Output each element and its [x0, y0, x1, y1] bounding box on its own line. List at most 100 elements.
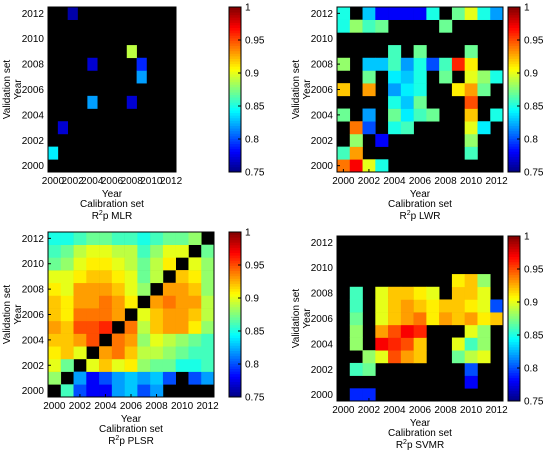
colorbar-segment — [508, 130, 520, 134]
heatmap-cell — [426, 7, 440, 20]
heatmap-cell — [86, 384, 100, 398]
colorbar-segment — [229, 268, 241, 272]
colorbar-segment — [508, 326, 520, 330]
heatmap-cell — [175, 308, 189, 322]
colorbar-tick-label: 1 — [245, 3, 251, 14]
heatmap-cell — [99, 371, 113, 385]
heatmap-cell — [60, 358, 74, 372]
y-axis-label: Validation set — [291, 289, 302, 349]
heatmap-cell — [162, 308, 176, 322]
colorbar-segment — [508, 254, 520, 258]
colorbar-segment — [229, 27, 241, 31]
heatmap-cell — [86, 320, 100, 334]
colorbar-segment — [229, 273, 241, 277]
heatmap-cell — [400, 57, 414, 71]
colorbar-segment — [508, 92, 520, 96]
heatmap-cell — [349, 19, 363, 33]
colorbar-segment — [508, 135, 520, 139]
colorbar-segment — [229, 389, 241, 393]
heatmap-cell — [400, 324, 414, 338]
colorbar-segment — [508, 284, 520, 288]
colorbar-segment — [508, 12, 520, 16]
heatmap-cell — [490, 312, 504, 326]
colorbar-segment — [508, 68, 520, 72]
heatmap-cell — [48, 257, 62, 271]
colorbar-segment — [229, 322, 241, 326]
heatmap-cell — [464, 70, 478, 84]
heatmap-cell — [73, 308, 87, 322]
colorbar-segment — [508, 336, 520, 340]
heatmap-cell — [124, 333, 138, 347]
y-tick-label: 2012 — [311, 9, 334, 20]
heatmap-cell — [349, 159, 363, 173]
colorbar-frame — [507, 235, 521, 402]
heatmap-cell — [111, 384, 125, 398]
colorbar-segment — [508, 352, 520, 355]
x-tick-label: 2002 — [69, 401, 92, 412]
colorbar-segment — [508, 395, 520, 399]
heatmap-cell — [86, 244, 100, 258]
heatmap-cell — [477, 70, 491, 84]
heatmap-cell — [451, 83, 465, 97]
colorbar-segment — [229, 242, 241, 246]
colorbar-segment — [229, 314, 241, 318]
heatmap-cell — [111, 358, 125, 372]
heatmap-cell — [60, 333, 74, 347]
colorbar-segment — [229, 301, 241, 305]
heatmap-cell — [188, 358, 202, 372]
panel-caption: R2p MLR — [92, 210, 133, 222]
colorbar-segment — [508, 287, 520, 291]
colorbar-segment — [508, 53, 520, 57]
heatmap-cell — [188, 270, 202, 284]
colorbar-segment — [229, 58, 241, 62]
heatmap-cell — [175, 270, 189, 284]
method-name: SVMR — [413, 440, 445, 451]
heatmap-cell — [124, 282, 138, 296]
heatmap-cell — [426, 286, 440, 300]
heatmap-cell — [162, 257, 176, 271]
colorbar-segment — [508, 112, 520, 116]
colorbar-segment — [508, 292, 520, 296]
colorbar-segment — [229, 79, 241, 83]
heatmap-cell — [413, 83, 427, 97]
heatmap-cell — [111, 270, 125, 284]
colorbar-segment — [229, 324, 241, 328]
colorbar-segment — [229, 151, 241, 155]
colorbar-segment — [229, 7, 241, 10]
colorbar-segment — [508, 107, 520, 111]
plot-background — [48, 7, 176, 172]
colorbar-segment — [229, 86, 241, 90]
colorbar-segment — [229, 117, 241, 121]
heatmap-cell — [137, 282, 151, 296]
heatmap-cell — [464, 108, 478, 122]
heatmap-cell — [60, 295, 74, 309]
heatmap-cell — [73, 244, 87, 258]
heatmap-cell — [201, 270, 215, 284]
colorbar-segment — [508, 241, 520, 245]
colorbar-segment — [229, 102, 241, 106]
heatmap-cell — [201, 244, 215, 258]
colorbar-segment — [229, 55, 241, 59]
colorbar-segment — [508, 305, 520, 309]
colorbar-segment — [508, 89, 520, 93]
heatmap-cell — [126, 45, 137, 59]
colorbar-segment — [229, 304, 241, 308]
heatmap-cell — [400, 299, 414, 313]
colorbar-segment — [508, 66, 520, 70]
y-tick-label: 2006 — [311, 85, 334, 96]
colorbar-segment — [229, 159, 241, 163]
colorbar-tick-label: 0.95 — [245, 261, 265, 272]
x-tick-label: 2002 — [61, 176, 84, 187]
heatmap-cell — [86, 295, 100, 309]
y-axis-label-secondary: Year — [13, 79, 24, 100]
colorbar-segment — [229, 19, 241, 23]
heatmap-cell — [375, 324, 389, 338]
colorbar-segment — [508, 48, 520, 52]
x-tick-label: 2006 — [120, 401, 143, 412]
heatmap-cell — [162, 244, 176, 258]
colorbar-segment — [508, 35, 520, 39]
method-name: LWR — [416, 211, 440, 222]
heatmap-cell — [48, 282, 62, 296]
heatmap-cell — [73, 257, 87, 271]
